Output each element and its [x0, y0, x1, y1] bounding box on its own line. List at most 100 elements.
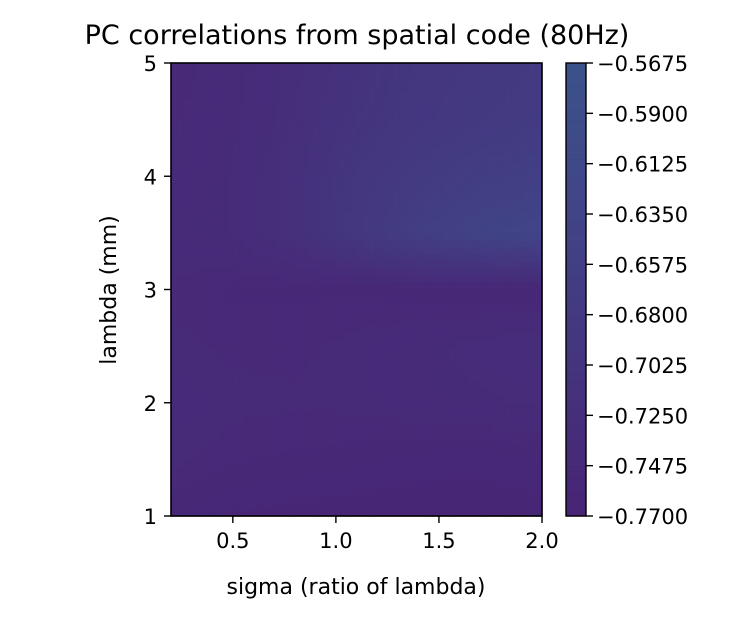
heatmap-cell	[226, 204, 234, 213]
heatmap-cell	[214, 112, 222, 121]
heatmap-cell	[449, 105, 457, 114]
heatmap-cell	[529, 261, 537, 269]
colorbar-segment	[566, 405, 586, 411]
heatmap-cell	[399, 388, 407, 397]
colorbar-segment	[566, 485, 586, 492]
heatmap-cell	[486, 91, 494, 99]
heatmap-cell	[473, 388, 481, 397]
heatmap-cell	[387, 282, 395, 291]
heatmap-cell	[535, 445, 543, 453]
heatmap-cell	[251, 77, 259, 85]
heatmap-cell	[523, 508, 531, 517]
heatmap-cell	[195, 119, 203, 128]
heatmap-cell	[517, 105, 525, 114]
heatmap-cell	[461, 459, 469, 468]
heatmap-cell	[405, 346, 413, 354]
heatmap-cell	[263, 77, 271, 85]
heatmap-cell	[405, 466, 413, 475]
heatmap-cell	[511, 268, 518, 276]
heatmap-cell	[294, 331, 302, 340]
heatmap-cell	[189, 303, 197, 312]
heatmap-cell	[239, 70, 246, 78]
heatmap-cell	[393, 91, 401, 99]
heatmap-cell	[288, 70, 296, 78]
heatmap-cell	[269, 91, 277, 99]
heatmap-cell	[498, 275, 506, 284]
heatmap-cell	[257, 494, 265, 503]
heatmap-cell	[529, 204, 537, 213]
heatmap-cell	[511, 459, 518, 468]
heatmap-cell	[387, 438, 395, 446]
heatmap-cell	[245, 225, 252, 234]
heatmap-cell	[381, 289, 389, 298]
heatmap-cell	[504, 162, 512, 170]
heatmap-cell	[276, 416, 283, 425]
heatmap-cell	[195, 381, 203, 390]
heatmap-cell	[337, 508, 345, 517]
heatmap-cell	[529, 162, 537, 170]
heatmap-cell	[399, 317, 407, 326]
heatmap-cell	[177, 147, 184, 156]
heatmap-cell	[282, 112, 290, 121]
heatmap-cell	[424, 480, 432, 489]
heatmap-cell	[443, 112, 450, 121]
heatmap-cell	[449, 261, 457, 269]
heatmap-cell	[307, 416, 314, 425]
heatmap-cell	[449, 119, 457, 128]
heatmap-cell	[375, 508, 382, 517]
heatmap-cell	[269, 183, 277, 192]
heatmap-cell	[325, 374, 333, 383]
heatmap-cell	[412, 494, 419, 503]
heatmap-cell	[331, 105, 339, 114]
heatmap-cell	[486, 133, 494, 142]
heatmap-cell	[344, 126, 351, 135]
heatmap-cell	[356, 112, 364, 121]
heatmap-cell	[517, 409, 525, 418]
heatmap-cell	[368, 459, 376, 468]
heatmap-cell	[226, 211, 234, 220]
heatmap-cell	[331, 268, 339, 276]
heatmap-cell	[480, 289, 487, 298]
heatmap-cell	[307, 374, 314, 383]
heatmap-cell	[399, 508, 407, 517]
colorbar-segment	[566, 168, 586, 175]
heatmap-cell	[492, 466, 500, 475]
heatmap-cell	[201, 211, 209, 220]
heatmap-cell	[350, 140, 358, 149]
heatmap-cell	[449, 239, 457, 248]
heatmap-cell	[362, 445, 370, 453]
heatmap-cell	[214, 247, 222, 255]
heatmap-cell	[183, 190, 191, 199]
heatmap-cell	[189, 218, 197, 227]
heatmap-cell	[436, 183, 444, 192]
heatmap-cell	[467, 431, 475, 439]
heatmap-cell	[307, 190, 314, 199]
heatmap-cell	[387, 247, 395, 255]
heatmap-cell	[498, 367, 506, 376]
heatmap-cell	[511, 232, 518, 241]
heatmap-cell	[294, 445, 302, 453]
heatmap-cell	[239, 119, 246, 128]
heatmap-cell	[467, 91, 475, 99]
heatmap-cell	[523, 374, 531, 383]
heatmap-cell	[418, 459, 426, 468]
heatmap-cell	[183, 296, 191, 305]
heatmap-cell	[368, 331, 376, 340]
heatmap-cell	[313, 353, 320, 361]
heatmap-cell	[300, 445, 308, 453]
heatmap-cell	[195, 317, 203, 326]
heatmap-cell	[307, 423, 314, 432]
heatmap-cell	[226, 395, 234, 404]
heatmap-cell	[171, 204, 178, 213]
heatmap-cell	[263, 91, 271, 99]
heatmap-cell	[319, 438, 327, 446]
heatmap-cell	[486, 317, 494, 326]
heatmap-cell	[443, 289, 450, 298]
heatmap-cell	[387, 232, 395, 241]
heatmap-cell	[307, 169, 314, 177]
heatmap-cell	[313, 197, 320, 206]
heatmap-cell	[269, 169, 277, 177]
heatmap-cell	[424, 197, 432, 206]
heatmap-cell	[399, 473, 407, 482]
heatmap-cell	[257, 176, 265, 184]
